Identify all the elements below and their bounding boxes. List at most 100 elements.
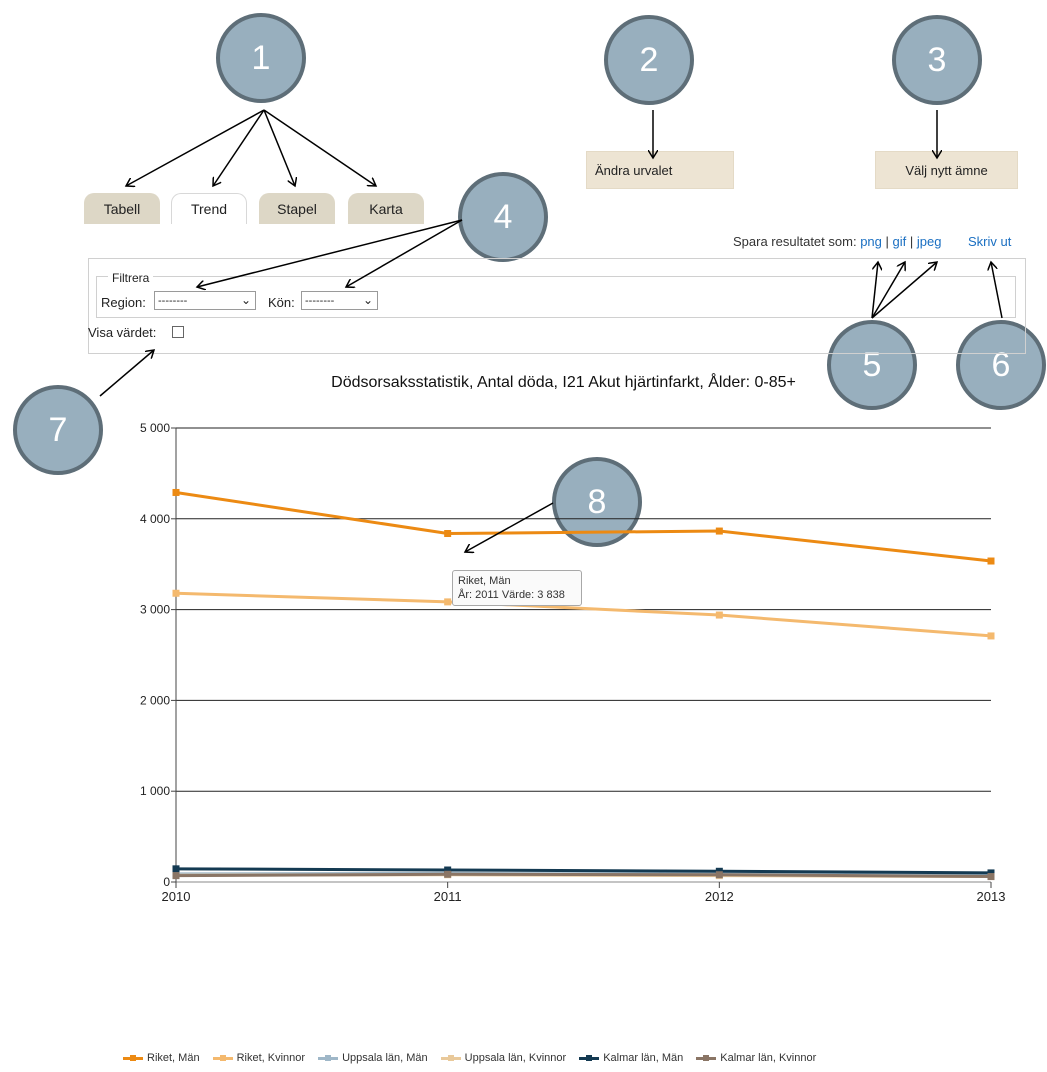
data-point — [172, 488, 180, 496]
arrow-1-karta — [263, 109, 376, 186]
data-point — [172, 865, 180, 873]
show-value-label: Visa värdet: — [88, 325, 157, 340]
region-label: Region: — [101, 295, 146, 310]
chart-title: Dödsorsaksstatistik, Antal döda, I21 Aku… — [0, 374, 1047, 392]
x-tick-label: 2012 — [705, 889, 734, 904]
save-jpeg-link[interactable]: jpeg — [916, 234, 942, 249]
data-point — [444, 870, 452, 878]
data-point — [444, 871, 452, 879]
y-tick-label: 1 000 — [140, 784, 170, 798]
tooltip-detail: År: 2011 Värde: 3 838 — [458, 589, 565, 601]
legend-item[interactable]: Kalmar län, Kvinnor — [696, 1052, 816, 1064]
save-as-row: Spara resultatet som: png | gif | jpeg — [733, 234, 941, 249]
legend-item[interactable]: Riket, Män — [123, 1052, 200, 1064]
data-point — [444, 866, 452, 874]
filter-legend: Filtrera — [108, 271, 154, 285]
tooltip-series: Riket, Män — [458, 575, 511, 587]
change-selection-button[interactable]: Ändra urvalet — [586, 151, 734, 189]
kon-select-value: -------- — [305, 294, 335, 307]
annotation-circle-8: 8 — [552, 457, 642, 547]
legend-swatch — [579, 1054, 600, 1061]
legend-swatch — [696, 1054, 717, 1061]
data-point — [444, 869, 452, 877]
annotation-circle-7: 7 — [13, 385, 103, 475]
data-point — [715, 872, 723, 880]
data-point — [715, 867, 723, 875]
kon-select[interactable]: -------- ⌄ — [301, 291, 378, 310]
tab-trend[interactable]: Trend — [171, 193, 247, 224]
y-tick-label: 4 000 — [140, 512, 170, 526]
chevron-down-icon: ⌄ — [240, 293, 251, 307]
data-point — [172, 872, 180, 880]
annotation-circle-6: 6 — [956, 320, 1046, 410]
annotation-circle-1: 1 — [216, 13, 306, 103]
arrow-1-stapel — [263, 109, 295, 186]
arrow-1-trend — [213, 109, 265, 186]
region-select[interactable]: -------- ⌄ — [154, 291, 256, 310]
chart-title-text: Dödsorsaksstatistik, Antal döda, I21 Aku… — [331, 374, 796, 391]
y-tick-label: 5 000 — [140, 421, 170, 435]
y-tick-label: 3 000 — [140, 603, 170, 617]
series-line — [175, 591, 992, 638]
data-point — [987, 872, 995, 880]
legend-swatch — [123, 1054, 143, 1061]
data-point — [172, 871, 180, 879]
annotation-circle-5: 5 — [827, 320, 917, 410]
data-point — [444, 530, 452, 538]
data-point — [715, 871, 723, 879]
chevron-down-icon: ⌄ — [362, 293, 373, 307]
legend-label: Riket, Kvinnor — [236, 1052, 306, 1064]
arrow-1-tabell — [126, 109, 265, 186]
annotation-circle-3: 3 — [892, 15, 982, 105]
series-line — [175, 872, 992, 879]
legend-label: Kalmar län, Kvinnor — [720, 1052, 817, 1064]
print-link[interactable]: Skriv ut — [968, 234, 1012, 249]
save-gif-link[interactable]: gif — [892, 234, 907, 249]
y-tick-label: 0 — [163, 875, 170, 889]
series-line — [175, 873, 992, 879]
data-point — [172, 870, 180, 878]
arrow-8 — [465, 502, 554, 552]
legend-item[interactable]: Riket, Kvinnor — [212, 1052, 306, 1064]
series-line — [175, 871, 992, 878]
legend-item[interactable]: Kalmar län, Män — [579, 1052, 683, 1064]
save-png-link[interactable]: png — [860, 234, 882, 249]
filter-fieldset — [96, 276, 1016, 318]
data-point — [444, 598, 452, 606]
data-point — [172, 589, 180, 597]
legend-item[interactable]: Uppsala län, Kvinnor — [440, 1052, 567, 1064]
kon-label: Kön: — [268, 295, 295, 310]
x-tick-label: 2010 — [162, 889, 191, 904]
legend-swatch — [440, 1054, 461, 1061]
legend-label: Uppsala län, Kvinnor — [464, 1052, 567, 1064]
tab-karta[interactable]: Karta — [348, 193, 424, 224]
show-value-checkbox[interactable] — [172, 326, 184, 338]
save-separator: | — [885, 234, 889, 249]
legend-label: Uppsala län, Män — [342, 1052, 428, 1064]
choose-new-topic-button[interactable]: Välj nytt ämne — [875, 151, 1018, 189]
data-point — [987, 873, 995, 881]
data-tooltip: Riket, Män År: 2011 Värde: 3 838 — [452, 570, 582, 606]
tab-tabell[interactable]: Tabell — [84, 193, 160, 224]
data-point — [715, 870, 723, 878]
series-line — [175, 867, 992, 875]
legend-label: Riket, Män — [147, 1052, 200, 1064]
save-separator: | — [909, 234, 914, 249]
chart-legend: Riket, Män Riket, Kvinnor Uppsala län, Män… — [123, 1052, 829, 1064]
y-tick-label: 2 000 — [140, 693, 170, 707]
legend-swatch — [318, 1054, 339, 1061]
data-point — [715, 527, 723, 535]
tab-stapel[interactable]: Stapel — [259, 193, 335, 224]
save-as-label: Spara resultatet som: — [733, 234, 857, 249]
data-point — [715, 611, 723, 619]
data-point — [987, 632, 995, 640]
filter-panel — [88, 258, 1026, 354]
region-select-value: -------- — [158, 294, 188, 307]
x-tick-label: 2011 — [434, 889, 462, 904]
x-tick-label: 2013 — [977, 889, 1006, 904]
legend-item[interactable]: Uppsala län, Män — [318, 1052, 428, 1064]
annotation-circle-4: 4 — [458, 172, 548, 262]
annotation-circle-2: 2 — [604, 15, 694, 105]
data-point — [987, 557, 995, 565]
data-point — [987, 869, 995, 877]
